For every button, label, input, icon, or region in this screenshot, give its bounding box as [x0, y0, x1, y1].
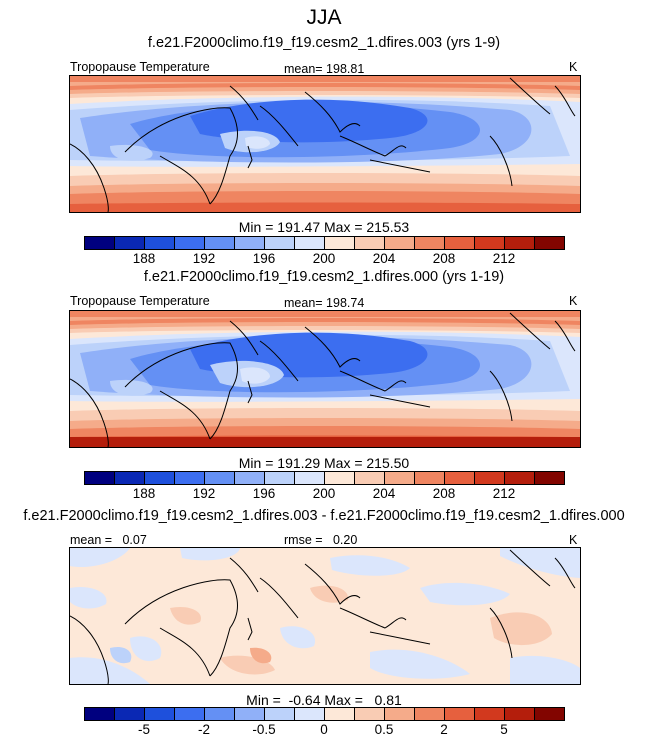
colorbar-swatch	[325, 472, 355, 484]
panel-1-colorbar	[84, 236, 565, 250]
colorbar-swatch	[265, 472, 295, 484]
colorbar-swatch	[145, 708, 175, 720]
panel-2-left-label: Tropopause Temperature	[70, 294, 210, 308]
colorbar-swatch	[415, 708, 445, 720]
colorbar-swatch	[445, 708, 475, 720]
colorbar-tick-label: 192	[192, 251, 216, 266]
colorbar-swatch	[115, 472, 145, 484]
colorbar-swatch	[385, 708, 415, 720]
panel-3-colorbar-labels: -5 -2 -0.5 0 0.5 2 5	[0, 722, 648, 740]
colorbar-swatch	[265, 237, 295, 249]
colorbar-swatch	[385, 472, 415, 484]
colorbar-swatch	[355, 708, 385, 720]
colorbar-swatch	[535, 708, 564, 720]
colorbar-swatch	[145, 472, 175, 484]
colorbar-swatch	[505, 472, 535, 484]
panel-3-colorbar	[84, 707, 565, 721]
colorbar-tick-label: 196	[252, 486, 276, 501]
colorbar-tick-label: -0.5	[252, 722, 276, 737]
colorbar-tick-label: 192	[192, 486, 216, 501]
colorbar-swatch	[385, 237, 415, 249]
colorbar-swatch	[445, 237, 475, 249]
panel-2-colorbar-labels: 188 192 196 200 204 208 212	[0, 486, 648, 504]
colorbar-swatch	[505, 708, 535, 720]
panel-3-mean-label: mean = 0.07	[70, 533, 147, 547]
panel-3-map	[69, 547, 581, 685]
colorbar-swatch	[145, 237, 175, 249]
panel-2-contour-field	[70, 311, 580, 447]
colorbar-tick-label: 204	[372, 251, 396, 266]
colorbar-swatch	[235, 237, 265, 249]
colorbar-swatch	[325, 237, 355, 249]
colorbar-swatch	[415, 237, 445, 249]
colorbar-swatch	[505, 237, 535, 249]
colorbar-swatch	[475, 472, 505, 484]
panel-2-minmax: Min = 191.29 Max = 215.50	[238, 455, 410, 471]
colorbar-swatch	[445, 472, 475, 484]
panel-2-case-title: f.e21.F2000climo.f19_f19.cesm2_1.dfires.…	[143, 269, 505, 285]
colorbar-tick-label: 0.5	[374, 722, 394, 737]
panel-3-case-title: f.e21.F2000climo.f19_f19.cesm2_1.dfires.…	[23, 508, 625, 524]
colorbar-tick-label: 208	[432, 486, 456, 501]
panel-2-mean-label: mean= 198.74	[284, 296, 365, 310]
panel-1-map	[69, 75, 581, 213]
panel-1-left-label: Tropopause Temperature	[70, 60, 210, 74]
colorbar-tick-label: 0	[320, 722, 328, 737]
colorbar-swatch	[265, 708, 295, 720]
colorbar-swatch	[295, 708, 325, 720]
panel-2-units: K	[569, 294, 578, 308]
panel-3-rmse-label: rmse = 0.20	[284, 533, 358, 547]
colorbar-swatch	[115, 708, 145, 720]
colorbar-tick-label: 188	[132, 486, 156, 501]
colorbar-swatch	[355, 472, 385, 484]
colorbar-swatch	[475, 237, 505, 249]
colorbar-tick-label: 208	[432, 251, 456, 266]
colorbar-tick-label: 2	[440, 722, 448, 737]
colorbar-swatch	[235, 472, 265, 484]
colorbar-swatch	[235, 708, 265, 720]
colorbar-tick-label: 200	[312, 251, 336, 266]
colorbar-swatch	[205, 237, 235, 249]
colorbar-tick-label: 212	[492, 251, 516, 266]
colorbar-tick-label: 204	[372, 486, 396, 501]
colorbar-tick-label: -2	[197, 722, 211, 737]
colorbar-swatch	[175, 472, 205, 484]
colorbar-swatch	[535, 472, 564, 484]
colorbar-tick-label: -5	[137, 722, 151, 737]
panel-2-colorbar	[84, 471, 565, 485]
panel-1-minmax: Min = 191.47 Max = 215.53	[238, 219, 410, 235]
colorbar-swatch	[205, 472, 235, 484]
panel-2-map	[69, 310, 581, 448]
panel-3-minmax: Min = -0.64 Max = 0.81	[246, 692, 402, 708]
colorbar-swatch	[85, 237, 115, 249]
colorbar-tick-label: 188	[132, 251, 156, 266]
colorbar-tick-label: 212	[492, 486, 516, 501]
colorbar-tick-label: 5	[500, 722, 508, 737]
panel-1-colorbar-labels: 188 192 196 200 204 208 212	[0, 251, 648, 269]
colorbar-swatch	[85, 472, 115, 484]
colorbar-swatch	[175, 708, 205, 720]
panel-3-units: K	[569, 533, 578, 547]
colorbar-swatch	[535, 237, 564, 249]
panel-3-contour-field	[70, 548, 580, 684]
colorbar-swatch	[205, 708, 235, 720]
colorbar-swatch	[295, 237, 325, 249]
colorbar-tick-label: 196	[252, 251, 276, 266]
panel-1-case-title: f.e21.F2000climo.f19_f19.cesm2_1.dfires.…	[147, 35, 501, 51]
panel-1-units: K	[569, 60, 578, 74]
colorbar-tick-label: 200	[312, 486, 336, 501]
colorbar-swatch	[115, 237, 145, 249]
panel-1-mean-label: mean= 198.81	[284, 62, 365, 76]
figure-title: JJA	[306, 6, 342, 29]
colorbar-swatch	[415, 472, 445, 484]
colorbar-swatch	[175, 237, 205, 249]
panel-1-contour-field	[70, 76, 580, 212]
colorbar-swatch	[85, 708, 115, 720]
colorbar-swatch	[355, 237, 385, 249]
colorbar-swatch	[475, 708, 505, 720]
colorbar-swatch	[325, 708, 355, 720]
colorbar-swatch	[295, 472, 325, 484]
